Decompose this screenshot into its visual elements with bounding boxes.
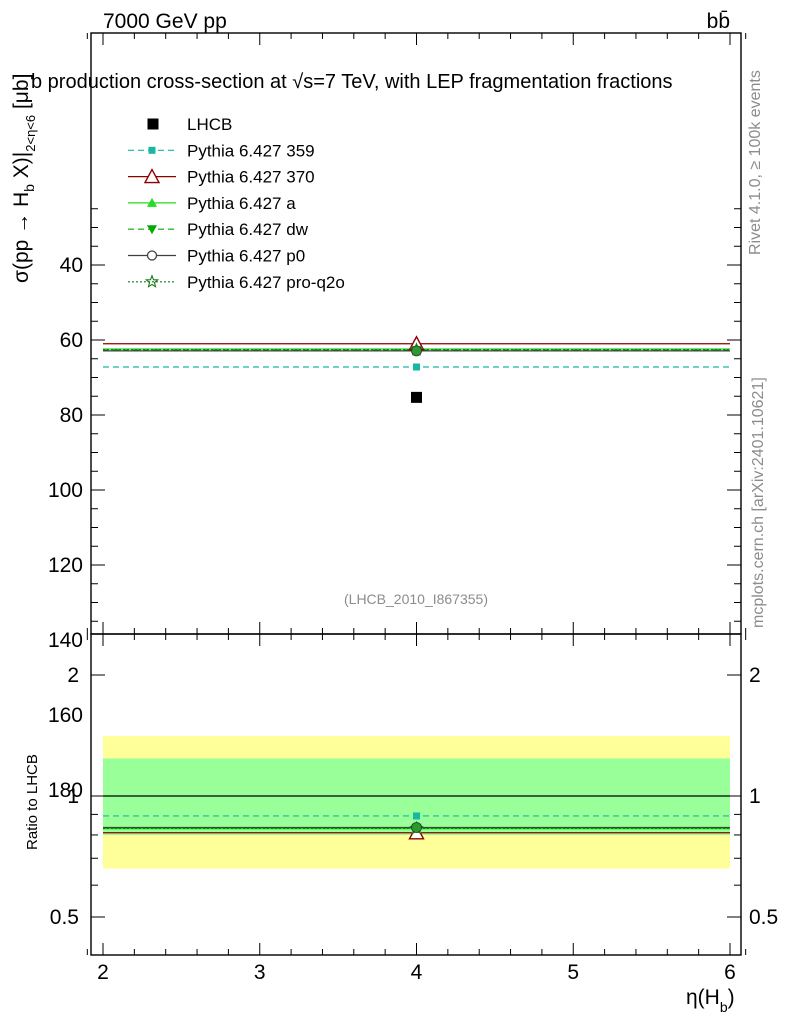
legend-marker [146,250,158,261]
y-axis-label-main: σ(pp → Hb X)|2<η<6 [μb] [10,74,38,283]
legend-marker [144,274,160,288]
x-axis-label: η(Hb) [686,986,735,1015]
y-tick-label-ratio-right: 1 [749,785,761,808]
analysis-tag: (LHCB_2010_I867355) [344,591,488,607]
x-tick-label: 5 [567,961,579,984]
y-axis-label-ratio: Ratio to LHCB [24,754,41,850]
legend-label-lhcb: LHCB [187,115,232,134]
mc-marker-ratio [411,822,422,833]
legend-marker-lhcb [147,118,159,130]
y-tick-label-ratio: 1 [67,785,79,808]
y-tick-label-ratio: 0.5 [50,906,79,929]
legend-label: Pythia 6.427 a [187,194,296,213]
legend-label: Pythia 6.427 370 [187,168,315,187]
legend-label: Pythia 6.427 359 [187,141,315,160]
y-tick-label-ratio: 2 [67,664,79,687]
mcplots-label: mcplots.cern.ch [arXiv:2401.10621] [750,377,767,628]
y-tick-label-main: 120 [48,554,83,577]
y-tick-label-main: 100 [48,479,83,502]
legend-label: Pythia 6.427 dw [187,220,309,239]
x-tick-label: 6 [724,961,736,984]
mc-marker-main [411,345,422,357]
y-tick-label-main: 60 [60,329,83,352]
data-point-lhcb [411,391,422,403]
process-label: bb̄ [707,10,730,33]
y-tick-label-main: 80 [60,404,83,427]
beam-label: 7000 GeV pp [103,10,227,33]
mc-marker-main [413,363,420,371]
legend-marker [148,146,156,154]
y-tick-label-ratio-right: 0.5 [749,906,778,929]
mc-marker-ratio [413,812,420,820]
x-tick-label: 2 [97,961,109,984]
y-tick-label-main: 180 [48,779,83,802]
legend-marker [147,197,157,207]
legend-marker [147,225,157,235]
legend-label: Pythia 6.427 p0 [187,247,305,266]
y-tick-label-main: 160 [48,704,83,727]
y-tick-label-ratio-right: 2 [749,664,761,687]
rivet-label: Rivet 4.1.0, ≥ 100k events [747,70,764,255]
legend-label: Pythia 6.427 pro-q2o [187,273,345,292]
x-tick-label: 4 [411,961,423,984]
y-tick-label-main: 40 [60,254,83,277]
chart-title: b production cross-section at √s=7 TeV, … [31,71,673,93]
y-tick-label-main: 140 [48,629,83,652]
legend-marker [143,168,161,184]
x-tick-label: 3 [254,961,266,984]
